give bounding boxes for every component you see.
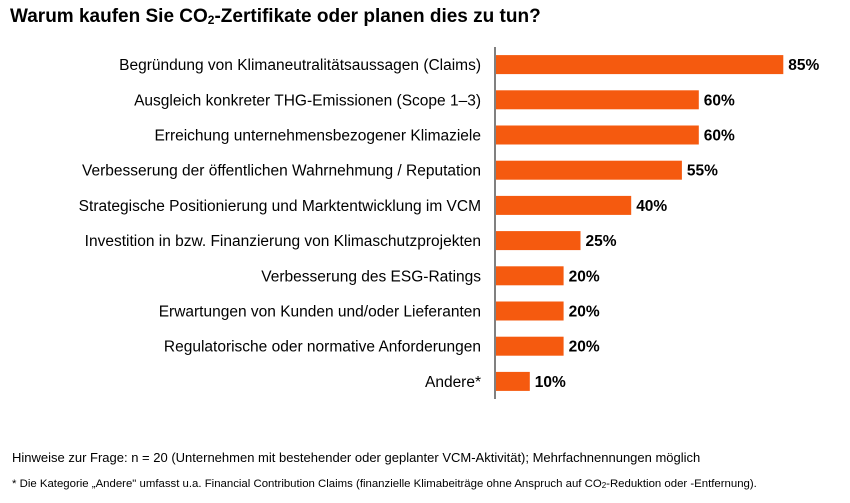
category-label: Ausgleich konkreter THG-Emissionen (Scop…: [134, 92, 481, 109]
category-label: Investition in bzw. Finanzierung von Kli…: [85, 233, 481, 250]
category-label: Regulatorische oder normative Anforderun…: [164, 339, 481, 356]
bar: [496, 231, 581, 251]
value-label: 55%: [687, 163, 718, 180]
category-label: Verbesserung des ESG-Ratings: [261, 268, 481, 285]
bar: [496, 90, 699, 110]
category-label: Erwartungen von Kunden und/oder Lieferan…: [159, 304, 481, 321]
bar: [496, 125, 699, 145]
category-label: Verbesserung der öffentlichen Wahrnehmun…: [82, 163, 481, 180]
value-label: 40%: [636, 198, 667, 215]
category-label: Begründung von Klimaneutralitätsaussagen…: [119, 57, 481, 74]
value-label: 20%: [569, 339, 600, 356]
bar: [496, 195, 632, 215]
bar: [496, 301, 564, 321]
category-label: Andere*: [425, 374, 481, 391]
value-label: 20%: [569, 304, 600, 321]
category-label: Strategische Positionierung und Marktent…: [79, 198, 481, 215]
bar: [496, 371, 530, 391]
value-label: 85%: [788, 57, 819, 74]
bar-chart: Begründung von Klimaneutralitätsaussagen…: [79, 47, 820, 399]
value-label: 10%: [535, 374, 566, 391]
value-label: 60%: [704, 92, 735, 109]
bar: [496, 55, 784, 75]
category-label: Erreichung unternehmensbezogener Klimazi…: [154, 128, 481, 145]
footnote: * Die Kategorie „Andere" umfasst u.a. Fi…: [12, 478, 757, 490]
question-note: Hinweise zur Frage: n = 20 (Unternehmen …: [12, 450, 701, 465]
value-label: 25%: [586, 233, 617, 250]
bar: [496, 336, 564, 356]
value-label: 20%: [569, 268, 600, 285]
value-label: 60%: [704, 128, 735, 145]
chart-title: Warum kaufen Sie CO2-Zertifikate oder pl…: [10, 6, 541, 27]
bar: [496, 266, 564, 286]
bar: [496, 160, 682, 180]
